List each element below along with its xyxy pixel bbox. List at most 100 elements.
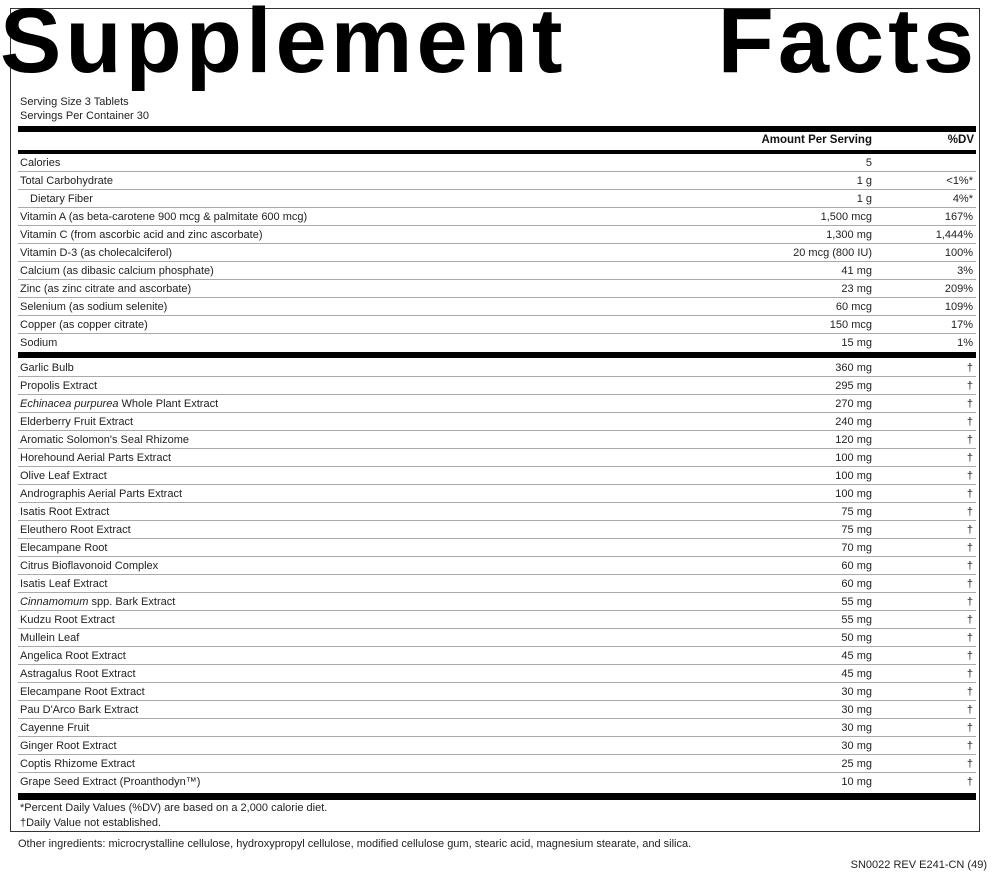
amount-per-serving: 75 mg	[841, 524, 872, 536]
amount-per-serving: 30 mg	[841, 740, 872, 752]
ingredient-name: Isatis Root Extract	[20, 506, 110, 518]
ingredient-name: Pau D'Arco Bark Extract	[20, 704, 139, 716]
amount-per-serving: 150 mcg	[829, 319, 872, 331]
table-row: Elecampane Root 70 mg †	[18, 539, 976, 557]
ingredient-name: Vitamin D-3 (as cholecalciferol)	[20, 247, 173, 259]
ingredient-name: Eleuthero Root Extract	[20, 524, 131, 536]
amount-per-serving: 60 mg	[841, 560, 872, 572]
ingredient-name: Olive Leaf Extract	[20, 470, 107, 482]
table-row: Cayenne Fruit 30 mg †	[18, 719, 976, 737]
ingredient-name: Kudzu Root Extract	[20, 614, 115, 626]
table-row: Isatis Root Extract 75 mg †	[18, 503, 976, 521]
table-row: Dietary Fiber 1 g 4%*	[18, 190, 976, 208]
amount-per-serving: 100 mg	[835, 452, 872, 464]
daily-value: 209%	[944, 283, 973, 295]
ingredient-name: Garlic Bulb	[20, 362, 74, 374]
daily-value: 17%	[950, 319, 973, 331]
ingredient-name: Grape Seed Extract (Proanthodyn™)	[20, 776, 201, 788]
amount-per-serving: 295 mg	[835, 380, 872, 392]
amount-per-serving: 15 mg	[841, 337, 872, 349]
daily-value: †	[966, 470, 973, 482]
ingredient-name: Elderberry Fruit Extract	[20, 416, 134, 428]
amount-per-serving: 100 mg	[835, 470, 872, 482]
divider-thick	[18, 126, 976, 132]
title-word-supplement: Supplement	[0, 0, 567, 92]
amount-per-serving: 50 mg	[841, 632, 872, 644]
amount-per-serving: 1,300 mg	[826, 229, 872, 241]
ingredient-name: Mullein Leaf	[20, 632, 80, 644]
daily-value: †	[966, 398, 973, 410]
table-row: Vitamin C (from ascorbic acid and zinc a…	[18, 226, 976, 244]
other-ingredients: Other ingredients: microcrystalline cell…	[18, 838, 692, 850]
ingredient-name: Coptis Rhizome Extract	[20, 758, 135, 770]
daily-value: †	[966, 578, 973, 590]
amount-per-serving: 70 mg	[841, 542, 872, 554]
amount-per-serving: 45 mg	[841, 650, 872, 662]
amount-per-serving: 100 mg	[835, 488, 872, 500]
amount-per-serving: 45 mg	[841, 668, 872, 680]
divider-thick	[18, 150, 976, 154]
table-row: Isatis Leaf Extract 60 mg †	[18, 575, 976, 593]
table-row: Eleuthero Root Extract 75 mg †	[18, 521, 976, 539]
ingredient-name: Vitamin A (as beta-carotene 900 mcg & pa…	[20, 211, 308, 223]
ingredient-name: Propolis Extract	[20, 380, 98, 392]
ingredient-name: Copper (as copper citrate)	[20, 319, 148, 331]
ingredient-name-rest: spp. Bark Extract	[88, 596, 176, 608]
table-row: Calories 5	[18, 154, 976, 172]
ingredient-name: Citrus Bioflavonoid Complex	[20, 560, 159, 572]
serving-size: Serving Size 3 Tablets	[20, 96, 129, 108]
amount-per-serving: 23 mg	[841, 283, 872, 295]
amount-per-serving: 1 g	[856, 193, 872, 205]
table-row: Propolis Extract 295 mg †	[18, 377, 976, 395]
amount-per-serving: 1,500 mcg	[820, 211, 872, 223]
table-row: Cinnamomum spp. Bark Extract 55 mg †	[18, 593, 976, 611]
table-row: Total Carbohydrate 1 g <1%*	[18, 172, 976, 190]
amount-per-serving: 55 mg	[841, 614, 872, 626]
dagger-footnote: †Daily Value not established.	[20, 817, 162, 829]
table-row: Vitamin D-3 (as cholecalciferol) 20 mcg (…	[18, 244, 976, 262]
amount-per-serving: 60 mg	[841, 578, 872, 590]
ingredient-name: Isatis Leaf Extract	[20, 578, 108, 590]
daily-value: †	[966, 632, 973, 644]
ingredient-name: Angelica Root Extract	[20, 650, 126, 662]
ingredient-name: Ginger Root Extract	[20, 740, 117, 752]
table-row: Coptis Rhizome Extract 25 mg †	[18, 755, 976, 773]
amount-per-serving: 240 mg	[835, 416, 872, 428]
daily-value: 1%	[957, 337, 973, 349]
header-amount: Amount Per Serving	[761, 134, 872, 146]
table-row: Angelica Root Extract 45 mg †	[18, 647, 976, 665]
amount-per-serving: 20 mcg (800 IU)	[793, 247, 872, 259]
daily-value: †	[966, 488, 973, 500]
daily-value: †	[966, 704, 973, 716]
daily-value: †	[966, 506, 973, 518]
ingredient-name: Calories	[20, 157, 61, 169]
ingredient-name: Elecampane Root	[20, 542, 108, 554]
serving-info: Serving Size 3 Tablets Servings Per Cont…	[20, 95, 149, 123]
ingredient-name: Cayenne Fruit	[20, 722, 90, 734]
amount-per-serving: 41 mg	[841, 265, 872, 277]
daily-value: †	[966, 614, 973, 626]
ingredient-name: Astragalus Root Extract	[20, 668, 136, 680]
ingredient-name: Dietary Fiber	[30, 193, 93, 205]
header-dv: %DV	[947, 134, 974, 146]
amount-per-serving: 270 mg	[835, 398, 872, 410]
amount-per-serving: 5	[865, 157, 872, 169]
daily-value: †	[966, 452, 973, 464]
table-row: Ginger Root Extract 30 mg †	[18, 737, 976, 755]
ingredient-name: Cinnamomum spp. Bark Extract	[20, 593, 175, 611]
ingredient-name: Sodium	[20, 337, 58, 349]
daily-value: †	[966, 524, 973, 536]
amount-per-serving: 55 mg	[841, 596, 872, 608]
daily-value: †	[966, 560, 973, 572]
table-row: Olive Leaf Extract 100 mg †	[18, 467, 976, 485]
table-row: Kudzu Root Extract 55 mg †	[18, 611, 976, 629]
amount-per-serving: 75 mg	[841, 506, 872, 518]
ingredient-name-italic: Cinnamomum	[20, 596, 89, 608]
table-row: Mullein Leaf 50 mg †	[18, 629, 976, 647]
ingredient-name: Selenium (as sodium selenite)	[20, 301, 168, 313]
ingredient-name: Zinc (as zinc citrate and ascorbate)	[20, 283, 192, 295]
table-row: Elecampane Root Extract 30 mg †	[18, 683, 976, 701]
daily-value: †	[966, 758, 973, 770]
dv-footnote: *Percent Daily Values (%DV) are based on…	[20, 802, 328, 814]
title-word-facts: Facts	[717, 0, 978, 92]
